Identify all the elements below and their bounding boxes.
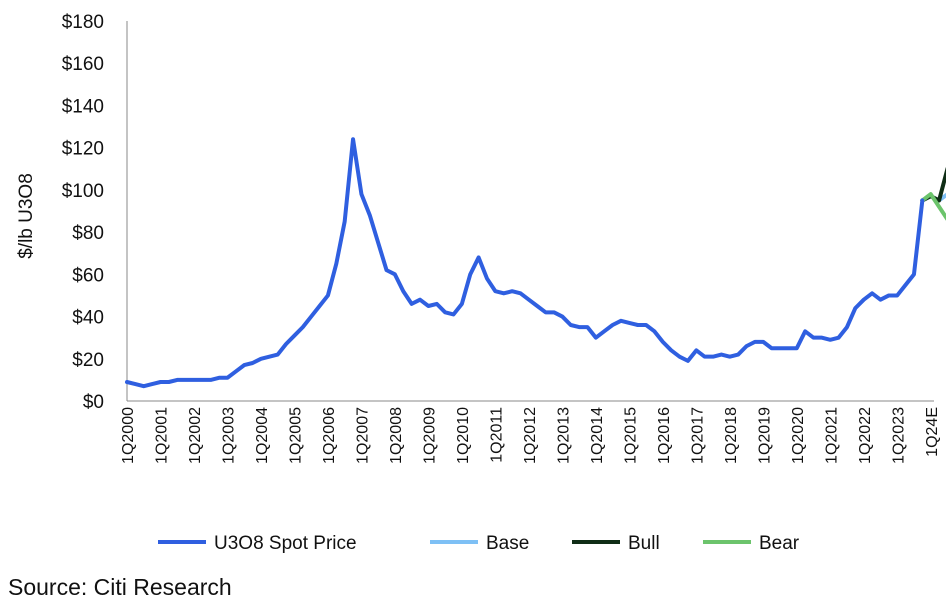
- y-tick-label: $160: [62, 54, 104, 75]
- x-tick-label: 1Q2015: [622, 407, 639, 464]
- y-tick-label: $40: [72, 308, 104, 329]
- x-tick-label: 1Q2021: [823, 407, 840, 464]
- x-tick-label: 1Q2011: [488, 407, 505, 463]
- x-tick-label: 1Q2013: [555, 407, 572, 464]
- y-tick-label: $60: [72, 265, 104, 286]
- x-tick-label: 1Q2009: [421, 407, 438, 464]
- x-axis: 1Q2000 1Q2001 1Q2002 1Q2003 1Q2004 1Q2005 1Q20…: [120, 400, 941, 464]
- legend-item-base: Base: [430, 533, 529, 554]
- x-tick-label: 1Q2020: [790, 407, 807, 464]
- x-tick-label: 1Q2018: [723, 407, 740, 464]
- legend: U3O8 Spot Price Base Bull Bear: [158, 533, 800, 554]
- y-tick-label: $180: [62, 12, 104, 33]
- x-tick-label: 1Q24E: [924, 407, 941, 457]
- x-tick-label: 1Q2019: [756, 407, 773, 464]
- chart: $0 $20 $40 $60 $80 $100 $120 $140 $160 $180 1Q200…: [16, 12, 946, 554]
- series-line-bear: [920, 192, 946, 221]
- x-tick-label: 1Q2017: [689, 407, 706, 464]
- x-tick-label: 1Q2012: [522, 407, 539, 464]
- y-tick-label: $0: [83, 392, 104, 413]
- y-tick-label: $80: [72, 223, 104, 244]
- x-tick-label: 1Q2014: [589, 407, 606, 464]
- x-tick-label: 1Q2000: [120, 407, 137, 464]
- x-tick-label: 1Q2003: [220, 407, 237, 464]
- legend-label-base: Base: [486, 533, 529, 554]
- x-tick-label: 1Q2016: [656, 407, 673, 464]
- y-tick-label: $20: [72, 350, 104, 371]
- y-axis: $0 $20 $40 $60 $80 $100 $120 $140 $160 $180: [62, 12, 128, 413]
- legend-label-u3o8-spot-price: U3O8 Spot Price: [214, 533, 357, 554]
- legend-item-u3o8-spot-price: U3O8 Spot Price: [158, 533, 357, 554]
- x-tick-label: 1Q2008: [388, 407, 405, 464]
- x-tick-label: 1Q2022: [857, 407, 874, 464]
- y-tick-label: $140: [62, 96, 104, 117]
- x-tick-label: 1Q2002: [187, 407, 204, 464]
- legend-label-bear: Bear: [759, 533, 800, 554]
- x-tick-label: 1Q2007: [354, 407, 371, 464]
- source-note: Source: Citi Research: [8, 574, 232, 600]
- y-axis-label: $/lb U3O8: [16, 173, 37, 259]
- y-tick-label: $100: [62, 181, 104, 202]
- legend-label-bull: Bull: [628, 533, 660, 554]
- series-layer: [125, 137, 946, 389]
- x-tick-label: 1Q2010: [455, 407, 472, 464]
- x-tick-label: 1Q2005: [287, 407, 304, 464]
- x-tick-label: 1Q2004: [254, 407, 271, 464]
- legend-item-bear: Bear: [703, 533, 800, 554]
- legend-item-bull: Bull: [572, 533, 660, 554]
- x-tick-label: 1Q2023: [890, 407, 907, 464]
- x-tick-label: 1Q2006: [321, 407, 338, 464]
- x-tick-label: 1Q2001: [153, 407, 170, 464]
- y-tick-label: $120: [62, 139, 104, 160]
- series-line-bull: [920, 167, 946, 203]
- series-line-u3o8-spot-price: [125, 137, 925, 389]
